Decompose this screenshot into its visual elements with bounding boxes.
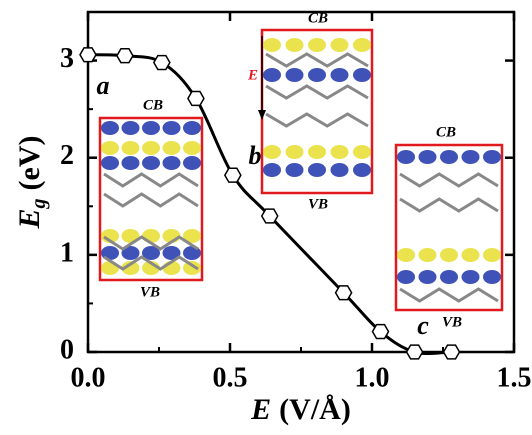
orbital	[263, 145, 281, 159]
y-label-symbol: E	[13, 208, 46, 229]
x-tick-label: 1.5	[497, 362, 532, 393]
marker	[117, 49, 133, 63]
orbital	[142, 141, 160, 155]
orbital	[353, 38, 371, 52]
orbital	[101, 121, 119, 135]
annotation: VB	[140, 284, 160, 300]
x-tick-label: 0.5	[213, 362, 248, 393]
orbital	[331, 38, 349, 52]
orbital	[101, 156, 119, 170]
y-tick-label: 3	[60, 43, 74, 74]
x-tick-label: 1.0	[355, 362, 390, 393]
marker	[225, 168, 241, 182]
orbital	[308, 163, 326, 177]
orbital	[331, 68, 349, 82]
x-axis-label: E(V/Å)	[250, 393, 351, 426]
annotation: CB	[143, 97, 163, 113]
orbital	[263, 68, 281, 82]
orbital	[263, 38, 281, 52]
marker	[444, 345, 460, 359]
orbital	[331, 145, 349, 159]
x-label-unit: (V/Å)	[279, 393, 351, 426]
orbital	[308, 145, 326, 159]
annotation: CB	[436, 124, 456, 140]
chart: E(V/Å) Eg(eV) 0.00.51.01.50123abcCBVBCBV…	[0, 0, 532, 435]
marker	[154, 56, 170, 70]
y-label-subscript: g	[28, 198, 50, 209]
orbital	[483, 248, 501, 262]
marker	[373, 325, 389, 339]
annotation: VB	[308, 196, 328, 212]
orbital	[142, 156, 160, 170]
orbital	[462, 248, 480, 262]
orbital	[462, 270, 480, 284]
orbital	[353, 163, 371, 177]
orbital	[308, 68, 326, 82]
orbital	[286, 145, 304, 159]
inset-frame	[396, 145, 502, 310]
y-axis-label: Eg (eV)	[13, 136, 50, 230]
orbital	[142, 229, 160, 243]
y-tick-label: 0	[60, 334, 74, 365]
orbital	[183, 156, 201, 170]
orbital	[440, 270, 458, 284]
orbital	[286, 38, 304, 52]
annotation: VB	[442, 314, 462, 330]
orbital	[263, 163, 281, 177]
marker	[336, 286, 352, 300]
orbital	[163, 121, 181, 135]
orbital	[101, 141, 119, 155]
orbital	[286, 163, 304, 177]
annotation: CB	[308, 10, 328, 26]
orbital	[286, 68, 304, 82]
annotation: a	[97, 71, 110, 100]
marker	[80, 48, 96, 62]
orbital	[331, 163, 349, 177]
orbital	[397, 248, 415, 262]
y-tick-label: 2	[60, 140, 74, 171]
marker	[262, 209, 278, 223]
orbital	[122, 156, 140, 170]
orbital	[483, 270, 501, 284]
orbital	[353, 68, 371, 82]
y-label-unit: (eV)	[13, 136, 46, 191]
orbital	[163, 141, 181, 155]
insets	[100, 30, 502, 310]
orbital	[397, 270, 415, 284]
orbital	[419, 150, 437, 164]
annotation: E	[247, 67, 258, 83]
orbital	[419, 248, 437, 262]
marker	[188, 92, 204, 106]
orbital	[308, 38, 326, 52]
annotation: b	[249, 141, 262, 170]
orbital	[440, 150, 458, 164]
orbital	[353, 145, 371, 159]
orbital	[440, 248, 458, 262]
orbital	[122, 121, 140, 135]
orbital	[142, 121, 160, 135]
orbital	[419, 270, 437, 284]
marker	[407, 345, 423, 359]
orbital	[163, 156, 181, 170]
orbital	[183, 121, 201, 135]
orbital	[483, 150, 501, 164]
x-label-symbol: E	[250, 393, 271, 426]
orbital	[122, 141, 140, 155]
orbital	[462, 150, 480, 164]
y-tick-label: 1	[60, 237, 74, 268]
x-tick-label: 0.0	[71, 362, 106, 393]
annotation: c	[417, 311, 429, 340]
orbital	[397, 150, 415, 164]
orbital	[183, 141, 201, 155]
